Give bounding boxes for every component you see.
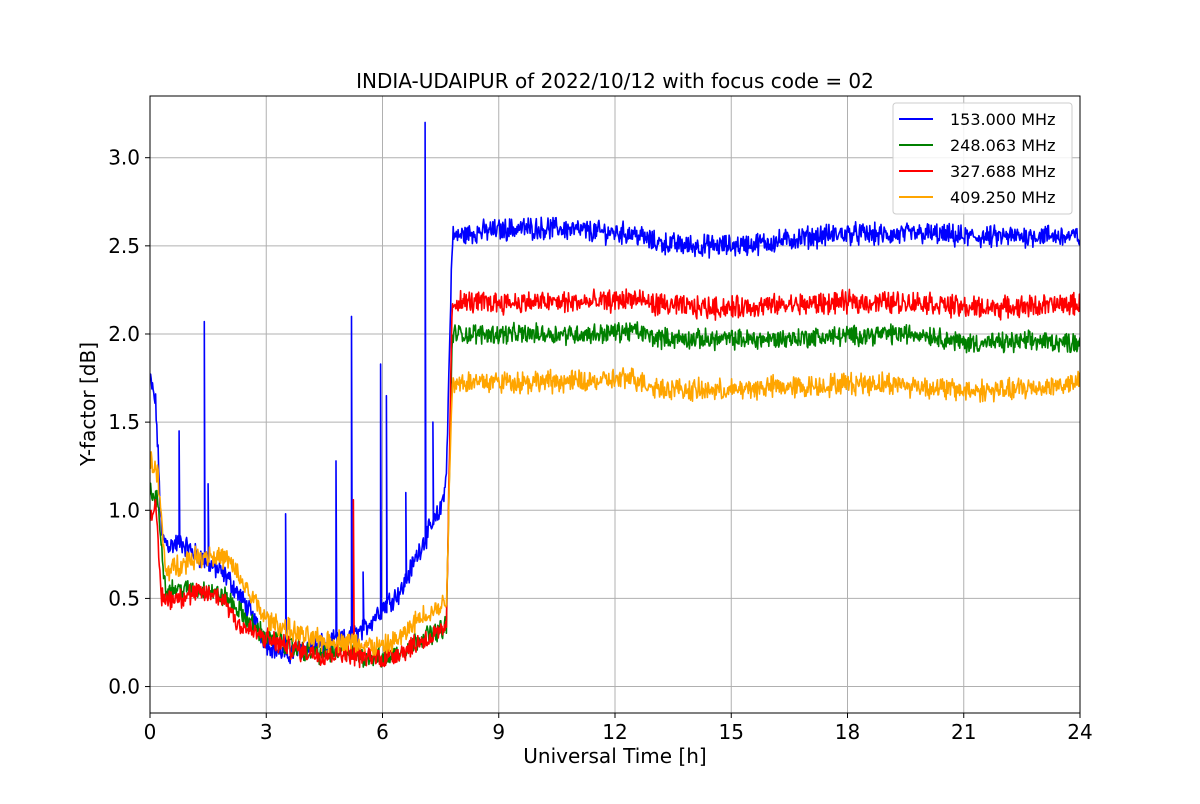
legend-items: 153.000 MHz 248.063 MHz 327.688 MHz 409.250… xyxy=(899,110,1055,207)
series-line-1 xyxy=(150,321,1080,668)
x-tick-label: 12 xyxy=(602,720,627,744)
y-tick-label: 0.5 xyxy=(108,586,140,610)
x-tick-label: 3 xyxy=(260,720,273,744)
x-tick-label: 24 xyxy=(1067,720,1092,744)
y-tick-label: 3.0 xyxy=(108,146,140,170)
x-axis-label: Universal Time [h] xyxy=(523,744,706,768)
x-tick-label: 15 xyxy=(719,720,744,744)
y-tick-label: 2.0 xyxy=(108,322,140,346)
legend-label-2: 327.688 MHz xyxy=(950,162,1055,181)
y-tick-label: 2.5 xyxy=(108,234,140,258)
y-axis-ticks: 0.0 0.5 1.0 1.5 2.0 2.5 3.0 xyxy=(108,146,150,699)
y-tick-label: 1.5 xyxy=(108,410,140,434)
x-axis-ticks: 0 3 6 9 12 15 18 21 24 xyxy=(144,713,1093,744)
series-line-3 xyxy=(150,367,1080,656)
x-tick-label: 18 xyxy=(835,720,860,744)
y-tick-label: 1.0 xyxy=(108,498,140,522)
chart-title: INDIA-UDAIPUR of 2022/10/12 with focus c… xyxy=(356,69,874,93)
legend-label-0: 153.000 MHz xyxy=(950,110,1055,129)
x-tick-label: 21 xyxy=(951,720,976,744)
series-line-2 xyxy=(150,288,1080,669)
x-tick-label: 0 xyxy=(144,720,157,744)
y-tick-label: 0.0 xyxy=(108,675,140,699)
x-tick-label: 6 xyxy=(376,720,389,744)
legend-label-3: 409.250 MHz xyxy=(950,188,1055,207)
legend-box xyxy=(892,102,1073,215)
x-tick-label: 9 xyxy=(492,720,505,744)
legend: 153.000 MHz 248.063 MHz 327.688 MHz 409.250… xyxy=(892,102,1073,215)
legend-label-1: 248.063 MHz xyxy=(950,136,1055,155)
y-axis-label: Y-factor [dB] xyxy=(76,342,100,467)
series-group xyxy=(150,121,1080,669)
